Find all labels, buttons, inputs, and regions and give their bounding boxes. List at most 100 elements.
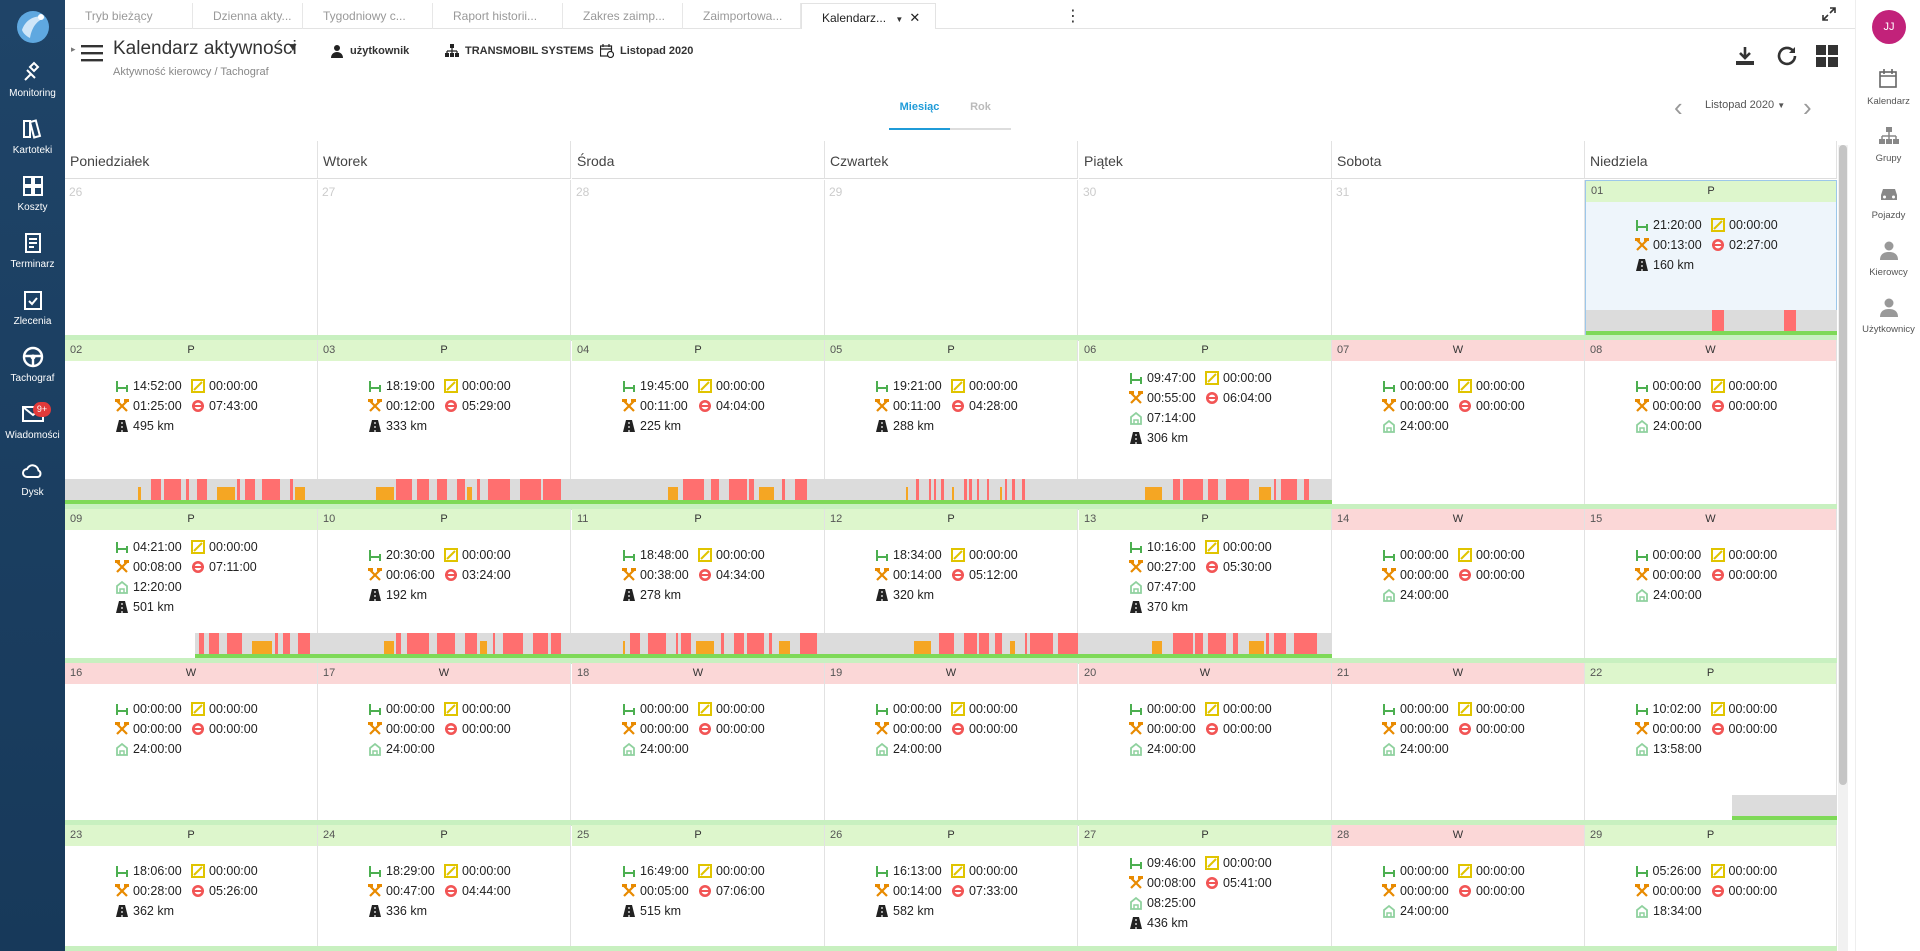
avatar[interactable]: JJ bbox=[1872, 10, 1906, 44]
calendar-day-cell[interactable]: 25 P 16:49:00 00:00:00 00:05:00 07:06:00 515 k… bbox=[572, 825, 825, 951]
calendar-day-cell[interactable]: 24 P 18:29:00 00:00:00 00:47:00 04:44:00 336 k… bbox=[318, 825, 571, 951]
company-filter[interactable]: TRANSMOBIL SYSTEMS bbox=[445, 44, 594, 58]
nav-item-tachograf[interactable]: Tachograf bbox=[0, 341, 65, 395]
calendar-day-cell[interactable]: 03 P 18:19:00 00:00:00 00:12:00 05:29:00 333 k… bbox=[318, 340, 571, 509]
tab-2[interactable]: Tygodniowy c... bbox=[303, 3, 433, 29]
calendar-day-cell[interactable]: 12 P 18:34:00 00:00:00 00:14:00 05:12:00 320 k… bbox=[825, 509, 1078, 663]
day-stats: 00:00:00 00:00:00 00:00:00 00:00:00 24:00:00 bbox=[1585, 376, 1836, 436]
activity-timeline[interactable] bbox=[195, 633, 1332, 658]
hamburger-menu-icon[interactable] bbox=[81, 44, 103, 62]
calendar-day-cell[interactable]: 23 P 18:06:00 00:00:00 00:28:00 05:26:00 362 k… bbox=[65, 825, 318, 951]
next-month-icon[interactable]: › bbox=[1803, 92, 1812, 122]
page-title[interactable]: Kalendarz aktywności bbox=[113, 38, 297, 59]
dashboard-grid-icon[interactable] bbox=[1815, 44, 1839, 68]
user-filter[interactable]: użytkownik bbox=[330, 44, 409, 58]
activity-segment bbox=[781, 479, 785, 504]
tab-0[interactable]: Tryb bieżący bbox=[65, 3, 193, 29]
calendar-day-cell[interactable]: 26 P 16:13:00 00:00:00 00:14:00 07:33:00 582 k… bbox=[825, 825, 1078, 951]
calendar-day-cell[interactable]: 16 W 00:00:00 00:00:00 00:00:00 00:00:00 24:00… bbox=[65, 663, 318, 825]
tab-6[interactable]: Kalendarz... ▼ ✕ bbox=[801, 3, 936, 29]
period-filter[interactable]: Listopad 2020 bbox=[599, 44, 693, 59]
rest-time: 00:00:00 bbox=[640, 702, 689, 716]
calendar-day-cell[interactable]: 07 W 00:00:00 00:00:00 00:00:00 00:00:00 24:00… bbox=[1332, 340, 1585, 509]
calendar-day-cell[interactable]: 27 P 09:46:00 00:00:00 00:08:00 05:41:00 08:25… bbox=[1079, 825, 1332, 951]
activity-segment bbox=[186, 479, 189, 504]
nav-item-kartoteki[interactable]: Kartoteki bbox=[0, 113, 65, 167]
nav-item-koszty[interactable]: Koszty bbox=[0, 170, 65, 224]
calendar-scrollbar[interactable] bbox=[1838, 145, 1848, 951]
tab-5[interactable]: Zaimportowa... bbox=[683, 3, 801, 29]
calendar-day-cell[interactable]: 29 P 05:26:00 00:00:00 00:00:00 00:00:00 18:34… bbox=[1585, 825, 1837, 951]
tab-4[interactable]: Zakres zaimp... bbox=[563, 3, 683, 29]
day-number: 23 bbox=[70, 829, 83, 841]
calendar-day-cell[interactable]: 02 P 14:52:00 00:00:00 01:25:00 07:43:00 495 k… bbox=[65, 340, 318, 509]
calendar-day-cell[interactable]: 15 W 00:00:00 00:00:00 00:00:00 00:00:00 24:00… bbox=[1585, 509, 1837, 663]
calendar-day-cell[interactable]: 09 P 04:21:00 00:00:00 00:08:00 07:11:00 12:20… bbox=[65, 509, 318, 663]
driver-icon bbox=[1879, 241, 1898, 260]
bed-icon bbox=[1130, 858, 1142, 869]
day-type: P bbox=[947, 513, 955, 525]
nav-item-wiadomosci[interactable]: Wiadomości 9+ bbox=[0, 398, 65, 452]
rest-time: 04:21:00 bbox=[133, 540, 182, 554]
activity-segment bbox=[396, 633, 402, 658]
rest-time: 10:02:00 bbox=[1652, 702, 1702, 716]
calendar-day-cell[interactable]: 13 P 10:16:00 00:00:00 00:27:00 05:30:00 07:47… bbox=[1079, 509, 1332, 663]
calendar-day-cell[interactable]: 18 W 00:00:00 00:00:00 00:00:00 00:00:00 24:00… bbox=[572, 663, 825, 825]
right-panel-item-kierowcy[interactable]: Kierowcy bbox=[1856, 239, 1920, 278]
availability-time: 00:00:00 bbox=[716, 864, 765, 878]
tabs-more-icon[interactable]: ⋮ bbox=[1065, 8, 1081, 25]
calendar-day-cell[interactable]: 20 W 00:00:00 00:00:00 00:00:00 00:00:00 24:00… bbox=[1079, 663, 1332, 825]
activity-segment bbox=[464, 633, 478, 658]
drive-time: 00:00:00 bbox=[1476, 568, 1525, 582]
calendar-day-cell[interactable]: 05 P 19:21:00 00:00:00 00:11:00 04:28:00 288 k… bbox=[825, 340, 1078, 509]
tab-dropdown-icon[interactable]: ▼ bbox=[895, 15, 904, 24]
day-number: 16 bbox=[70, 667, 83, 679]
scrollbar-thumb[interactable] bbox=[1839, 145, 1847, 785]
bed-icon bbox=[1383, 381, 1395, 392]
app-logo-icon[interactable] bbox=[14, 8, 52, 46]
tab-3[interactable]: Raport historii... bbox=[433, 3, 563, 29]
calendar-day-cell[interactable]: 22 P 10:02:00 00:00:00 00:00:00 00:00:00 13:58… bbox=[1585, 663, 1837, 825]
right-panel-item-użytkownicy[interactable]: Użytkownicy bbox=[1856, 296, 1920, 335]
tab-1[interactable]: Dzienna akty... bbox=[193, 3, 303, 29]
calendar-day-cell[interactable]: 21 W 00:00:00 00:00:00 00:00:00 00:00:00 24:00… bbox=[1332, 663, 1585, 825]
nav-item-terminarz[interactable]: Terminarz bbox=[0, 227, 65, 281]
close-icon[interactable]: ✕ bbox=[909, 10, 921, 25]
activity-timeline[interactable] bbox=[1732, 795, 1837, 820]
calendar-day-cell[interactable]: 14 W 00:00:00 00:00:00 00:00:00 00:00:00 24:00… bbox=[1332, 509, 1585, 663]
title-dropdown-icon[interactable]: ▼ bbox=[287, 40, 299, 54]
nav-item-dysk[interactable]: Dysk bbox=[0, 455, 65, 509]
nav-item-zlecenia[interactable]: Zlecenia bbox=[0, 284, 65, 338]
right-panel-item-pojazdy[interactable]: Pojazdy bbox=[1856, 182, 1920, 221]
nav-item-monitoring[interactable]: Monitoring bbox=[0, 56, 65, 110]
calendar-day-cell[interactable]: 06 P 09:47:00 00:00:00 00:55:00 06:04:00 07:14… bbox=[1079, 340, 1332, 509]
download-icon[interactable] bbox=[1733, 44, 1757, 68]
month-picker[interactable]: Listopad 2020 ▼ bbox=[1705, 99, 1785, 111]
activity-rest-strip bbox=[1586, 331, 1837, 335]
collapse-arrow-icon[interactable]: ▸ bbox=[71, 44, 76, 54]
calendar-day-cell[interactable]: 08 W 00:00:00 00:00:00 00:00:00 00:00:00 24:00… bbox=[1585, 340, 1837, 509]
availability-icon bbox=[1205, 540, 1219, 554]
activity-timeline[interactable] bbox=[1586, 310, 1837, 335]
calendar-day-cell[interactable]: 28 W 00:00:00 00:00:00 00:00:00 00:00:00 24:00… bbox=[1332, 825, 1585, 951]
refresh-icon[interactable] bbox=[1775, 44, 1799, 68]
steering-wheel-icon bbox=[1459, 723, 1471, 735]
calendar-day-cell[interactable]: 17 W 00:00:00 00:00:00 00:00:00 00:00:00 24:00… bbox=[318, 663, 571, 825]
steering-wheel-icon bbox=[952, 723, 964, 735]
activity-timeline[interactable] bbox=[65, 479, 1332, 504]
weekday-header: Wtorek bbox=[318, 141, 571, 179]
calendar-day-cell[interactable]: 19 W 00:00:00 00:00:00 00:00:00 00:00:00 24:00… bbox=[825, 663, 1078, 825]
expand-icon[interactable] bbox=[1821, 6, 1837, 22]
right-panel-item-kalendarz[interactable]: Kalendarz bbox=[1856, 68, 1920, 107]
tab-month[interactable]: Miesiąc bbox=[889, 96, 950, 130]
steering-wheel-icon bbox=[192, 400, 204, 412]
prev-month-icon[interactable]: ‹ bbox=[1674, 92, 1683, 122]
day-type: P bbox=[187, 829, 195, 841]
distance: 515 km bbox=[640, 904, 681, 918]
right-panel-item-grupy[interactable]: Grupy bbox=[1856, 125, 1920, 164]
tab-year[interactable]: Rok bbox=[950, 96, 1011, 130]
drive-time: 03:24:00 bbox=[462, 568, 511, 582]
bed-icon bbox=[876, 381, 888, 392]
calendar-day-cell[interactable]: 11 P 18:48:00 00:00:00 00:38:00 04:34:00 278 k… bbox=[572, 509, 825, 663]
drive-time: 00:00:00 bbox=[1476, 884, 1525, 898]
